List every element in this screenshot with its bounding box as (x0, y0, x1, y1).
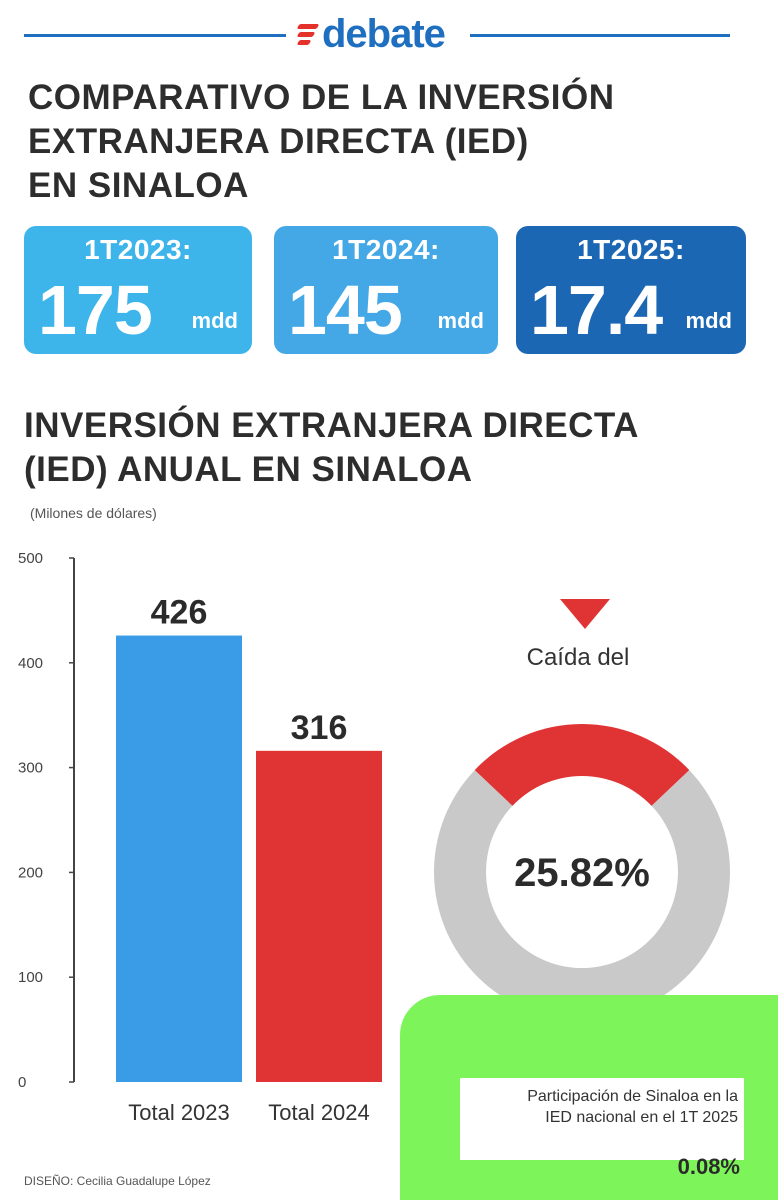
donut-center-label: 25.82% (514, 851, 650, 895)
quarter-card-1t2024: 1T2024: 145 mdd (274, 226, 498, 354)
donut-slice-drop (474, 724, 690, 806)
bar (116, 635, 242, 1082)
bar-data-label: 316 (291, 709, 348, 747)
header-rule-left (24, 34, 286, 37)
y-tick-label: 400 (18, 655, 43, 672)
quarter-label: 1T2024: (332, 234, 440, 265)
chart-units-note: (Milones de dólares) (30, 505, 157, 521)
note-box: Participación de Sinaloa en la IED nacio… (460, 1078, 744, 1160)
bar-chart: 0 100 200 300 400 500 426 Total 2023 316 Total 20… (18, 550, 382, 1125)
quarter-unit: mdd (685, 308, 732, 333)
design-credit: DISEÑO: Cecilia Guadalupe López (24, 1174, 211, 1188)
note-line: Participación de Sinaloa en la (527, 1088, 738, 1105)
note-line: IED nacional en el 1T 2025 (545, 1109, 738, 1126)
bar-data-label: 426 (151, 594, 208, 632)
y-tick-label: 100 (18, 969, 43, 986)
donut-chart: Caída del 25.82% (434, 599, 730, 1005)
y-tick-label: 500 (18, 550, 43, 567)
chart-title: INVERSIÓN EXTRANJERA DIRECTA (IED) ANUAL… (24, 404, 744, 492)
quarter-label: 1T2023: (84, 234, 192, 265)
quarter-label: 1T2025: (577, 234, 685, 265)
chart-title-line: INVERSIÓN EXTRANJERA DIRECTA (24, 406, 639, 445)
page-title: COMPARATIVO DE LA INVERSIÓN EXTRANJERA D… (28, 76, 728, 208)
quarter-unit: mdd (191, 308, 238, 333)
page-title-line: COMPARATIVO DE LA INVERSIÓN (28, 78, 615, 117)
page-title-line: EXTRANJERA DIRECTA (IED) (28, 122, 529, 161)
page-title-line: EN SINALOA (28, 166, 249, 205)
chart-title-line: (IED) ANUAL EN SINALOA (24, 450, 473, 489)
brand-name: debate (322, 12, 446, 56)
y-tick-label: 200 (18, 864, 43, 881)
category-label: Total 2023 (128, 1100, 230, 1125)
quarter-unit: mdd (437, 308, 484, 333)
quarter-value: 175 (38, 271, 153, 349)
down-arrow-icon (560, 599, 610, 629)
brand-logo: debate (292, 8, 466, 60)
note-value: 0.08% (677, 1156, 740, 1178)
donut-caption: Caída del (527, 644, 630, 671)
quarter-value: 17.4 (530, 271, 663, 349)
header-rule-right (470, 34, 730, 37)
quarter-card-1t2023: 1T2023: 175 mdd (24, 226, 252, 354)
quarter-card-1t2025: 1T2025: 17.4 mdd (516, 226, 746, 354)
quarter-value: 145 (288, 271, 403, 349)
y-tick-label: 0 (18, 1074, 26, 1091)
y-tick-label: 300 (18, 760, 43, 777)
bar (256, 750, 382, 1082)
category-label: Total 2024 (268, 1100, 370, 1125)
note-text: Participación de Sinaloa en la IED nacio… (466, 1086, 738, 1128)
brand-mark-icon (292, 14, 322, 54)
donut-slice-rest (434, 770, 730, 1005)
